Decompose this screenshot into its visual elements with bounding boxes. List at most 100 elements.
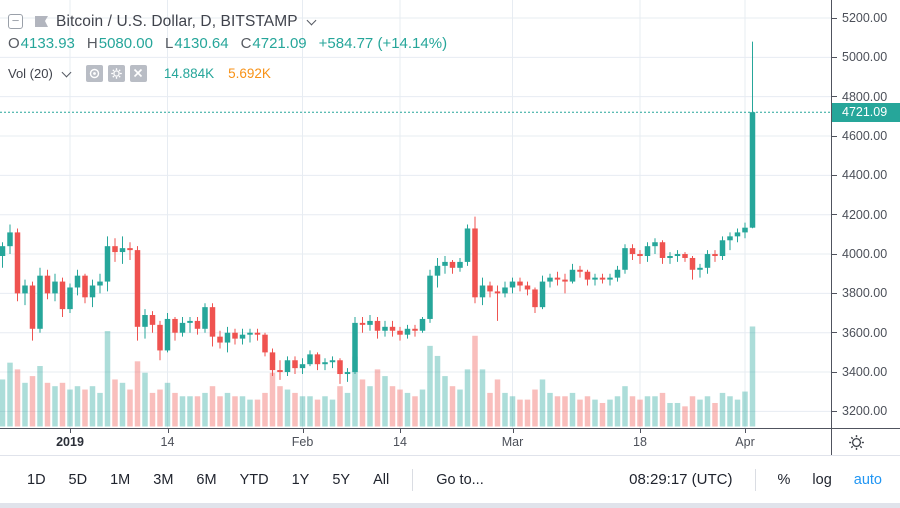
volume-bar xyxy=(359,379,366,427)
volume-bar xyxy=(104,331,111,427)
candle-body xyxy=(209,307,216,337)
goto-button[interactable]: Go to... xyxy=(436,471,484,488)
candle-body xyxy=(307,354,313,365)
collapse-legend-button[interactable]: − xyxy=(8,14,23,29)
volume-bar xyxy=(734,399,741,427)
candle-body xyxy=(592,277,598,280)
volume-bar xyxy=(337,386,343,427)
time-axis-label: 14 xyxy=(393,435,407,449)
volume-indicator-label[interactable]: Vol (20) xyxy=(8,65,53,81)
volume-bar xyxy=(667,402,673,427)
chevron-down-icon[interactable] xyxy=(61,67,72,77)
volume-bar xyxy=(607,399,613,427)
volume-bar xyxy=(329,399,336,427)
candle-body xyxy=(382,326,388,331)
volume-bar xyxy=(419,389,426,427)
volume-bar xyxy=(37,366,43,427)
time-axis[interactable]: 2019 14 Feb 14 Mar 18 Apr xyxy=(0,428,900,455)
candle-body xyxy=(644,246,651,257)
candle-body xyxy=(659,242,666,258)
log-scale-button[interactable]: log xyxy=(812,471,832,488)
close-icon[interactable] xyxy=(129,64,147,82)
volume-bar xyxy=(134,361,141,427)
visibility-icon[interactable] xyxy=(85,64,103,82)
candle-body xyxy=(179,322,186,333)
price-axis-label: 3400.00 xyxy=(842,365,888,380)
range-button-ytd[interactable]: YTD xyxy=(239,471,269,488)
candle-body xyxy=(262,334,268,353)
clock-label[interactable]: 08:29:17 (UTC) xyxy=(629,471,733,488)
candle-body xyxy=(427,275,433,319)
candle-body xyxy=(187,320,193,323)
candle-body xyxy=(614,269,621,278)
volume-bar xyxy=(187,396,193,427)
volume-bar xyxy=(599,402,606,427)
flag-icon[interactable] xyxy=(34,15,49,28)
candle-body xyxy=(172,318,178,333)
volume-bar xyxy=(719,392,726,427)
time-axis-label: Mar xyxy=(501,435,524,449)
candle-body xyxy=(494,291,501,294)
candle-body xyxy=(412,328,418,331)
candle-body xyxy=(674,254,681,257)
price-axis[interactable]: 4721.09 5200.00 5000.00 4800.00 4600.00 4400… xyxy=(831,0,900,428)
volume-bar xyxy=(674,402,681,427)
range-button-6m[interactable]: 6M xyxy=(196,471,217,488)
percent-scale-button[interactable]: % xyxy=(777,471,791,488)
candlestick-plot[interactable] xyxy=(0,0,831,428)
candle-body xyxy=(134,250,141,327)
volume-bar xyxy=(382,376,388,427)
gear-icon[interactable] xyxy=(107,64,125,82)
auto-scale-button[interactable]: auto xyxy=(853,471,882,488)
candle-body xyxy=(554,277,561,280)
time-axis-tick xyxy=(512,429,514,433)
ohlc-high: H 5080.00 xyxy=(86,35,153,52)
volume-bar xyxy=(524,399,531,427)
candle-body xyxy=(517,281,523,286)
range-button-5y[interactable]: 5Y xyxy=(332,471,351,488)
candle-body xyxy=(44,275,51,294)
volume-bar xyxy=(479,369,486,427)
axis-corner-divider xyxy=(831,428,832,455)
range-button-1d[interactable]: 1D xyxy=(27,471,46,488)
candle-body xyxy=(472,228,478,298)
candle-body xyxy=(14,232,21,294)
candle-body xyxy=(577,269,583,272)
volume-bar xyxy=(749,326,756,427)
range-button-all[interactable]: All xyxy=(373,471,390,488)
candle-body xyxy=(479,285,486,298)
candle-body xyxy=(607,277,613,280)
price-axis-tick xyxy=(832,253,837,255)
candle-body xyxy=(629,248,636,255)
candle-body xyxy=(487,285,493,292)
ohlc-open: O 4133.93 xyxy=(8,35,75,52)
candle-body xyxy=(59,281,66,310)
range-button-1m[interactable]: 1M xyxy=(110,471,131,488)
time-axis-settings-gear-icon[interactable] xyxy=(846,432,866,452)
volume-bar xyxy=(52,386,58,427)
range-button-1y[interactable]: 1Y xyxy=(291,471,310,488)
bottom-toolbar: 1D 5D 1M 3M 6M YTD 1Y 5Y All Go to... 08:29:17 (… xyxy=(0,455,900,503)
price-axis-tick xyxy=(832,292,837,294)
price-axis-tick xyxy=(832,135,837,137)
candle-body xyxy=(367,320,373,325)
candle-body xyxy=(337,360,343,375)
volume-bar xyxy=(247,399,253,427)
range-button-3m[interactable]: 3M xyxy=(153,471,174,488)
candle-body xyxy=(712,254,718,257)
volume-bar xyxy=(14,369,21,427)
candle-body xyxy=(464,228,471,262)
time-axis-tick xyxy=(745,429,746,433)
volume-bar xyxy=(97,392,103,427)
volume-bar xyxy=(644,396,651,427)
volume-bar xyxy=(7,362,13,427)
volume-bar xyxy=(367,386,373,427)
volume-bar xyxy=(232,396,238,427)
range-button-5d[interactable]: 5D xyxy=(68,471,88,488)
candle-body xyxy=(682,254,688,258)
volume-bar xyxy=(262,392,268,427)
candle-body xyxy=(142,315,148,327)
chevron-down-icon[interactable] xyxy=(306,15,317,26)
symbol-title[interactable]: Bitcoin / U.S. Dollar, D, BITSTAMP xyxy=(56,12,298,30)
candle-body xyxy=(67,287,73,310)
